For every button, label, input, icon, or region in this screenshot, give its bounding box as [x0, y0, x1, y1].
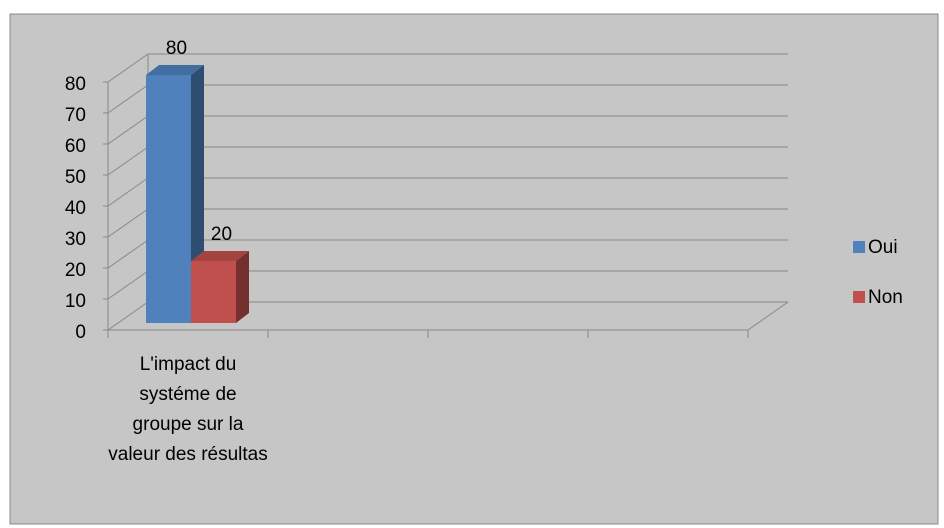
- bar-top: [191, 251, 249, 261]
- legend-swatch: [853, 291, 865, 303]
- y-tick-label: 30: [65, 229, 86, 250]
- bar-side: [236, 251, 249, 323]
- grid-line: [107, 208, 149, 238]
- grid-line: [107, 146, 149, 176]
- legend-swatch: [853, 241, 865, 253]
- grid-line: [107, 270, 149, 300]
- floor-right: [747, 301, 789, 331]
- y-tick-label: 40: [65, 198, 86, 219]
- y-tick-label: 0: [75, 322, 86, 343]
- bar: [146, 75, 191, 323]
- y-tick-label: 70: [65, 105, 86, 126]
- legend-label: Oui: [868, 237, 898, 258]
- y-tick-label: 10: [65, 291, 86, 312]
- grid-line: [107, 53, 149, 83]
- grid-line: [107, 239, 149, 269]
- y-tick-label: 80: [65, 74, 86, 95]
- y-tick-label: 50: [65, 167, 86, 188]
- y-tick-label: 60: [65, 136, 86, 157]
- grid-line: [107, 84, 149, 114]
- grid-line: [107, 301, 149, 331]
- grid-line: [107, 177, 149, 207]
- legend-label: Non: [868, 287, 903, 308]
- y-tick-label: 20: [65, 260, 86, 281]
- bar-top: [146, 65, 204, 75]
- data-label: 80: [166, 38, 187, 59]
- grid-line: [107, 115, 149, 145]
- x-tick-label: L'impact du systéme de groupe sur la val…: [108, 354, 268, 465]
- data-label: 20: [211, 224, 232, 245]
- bar: [191, 261, 236, 323]
